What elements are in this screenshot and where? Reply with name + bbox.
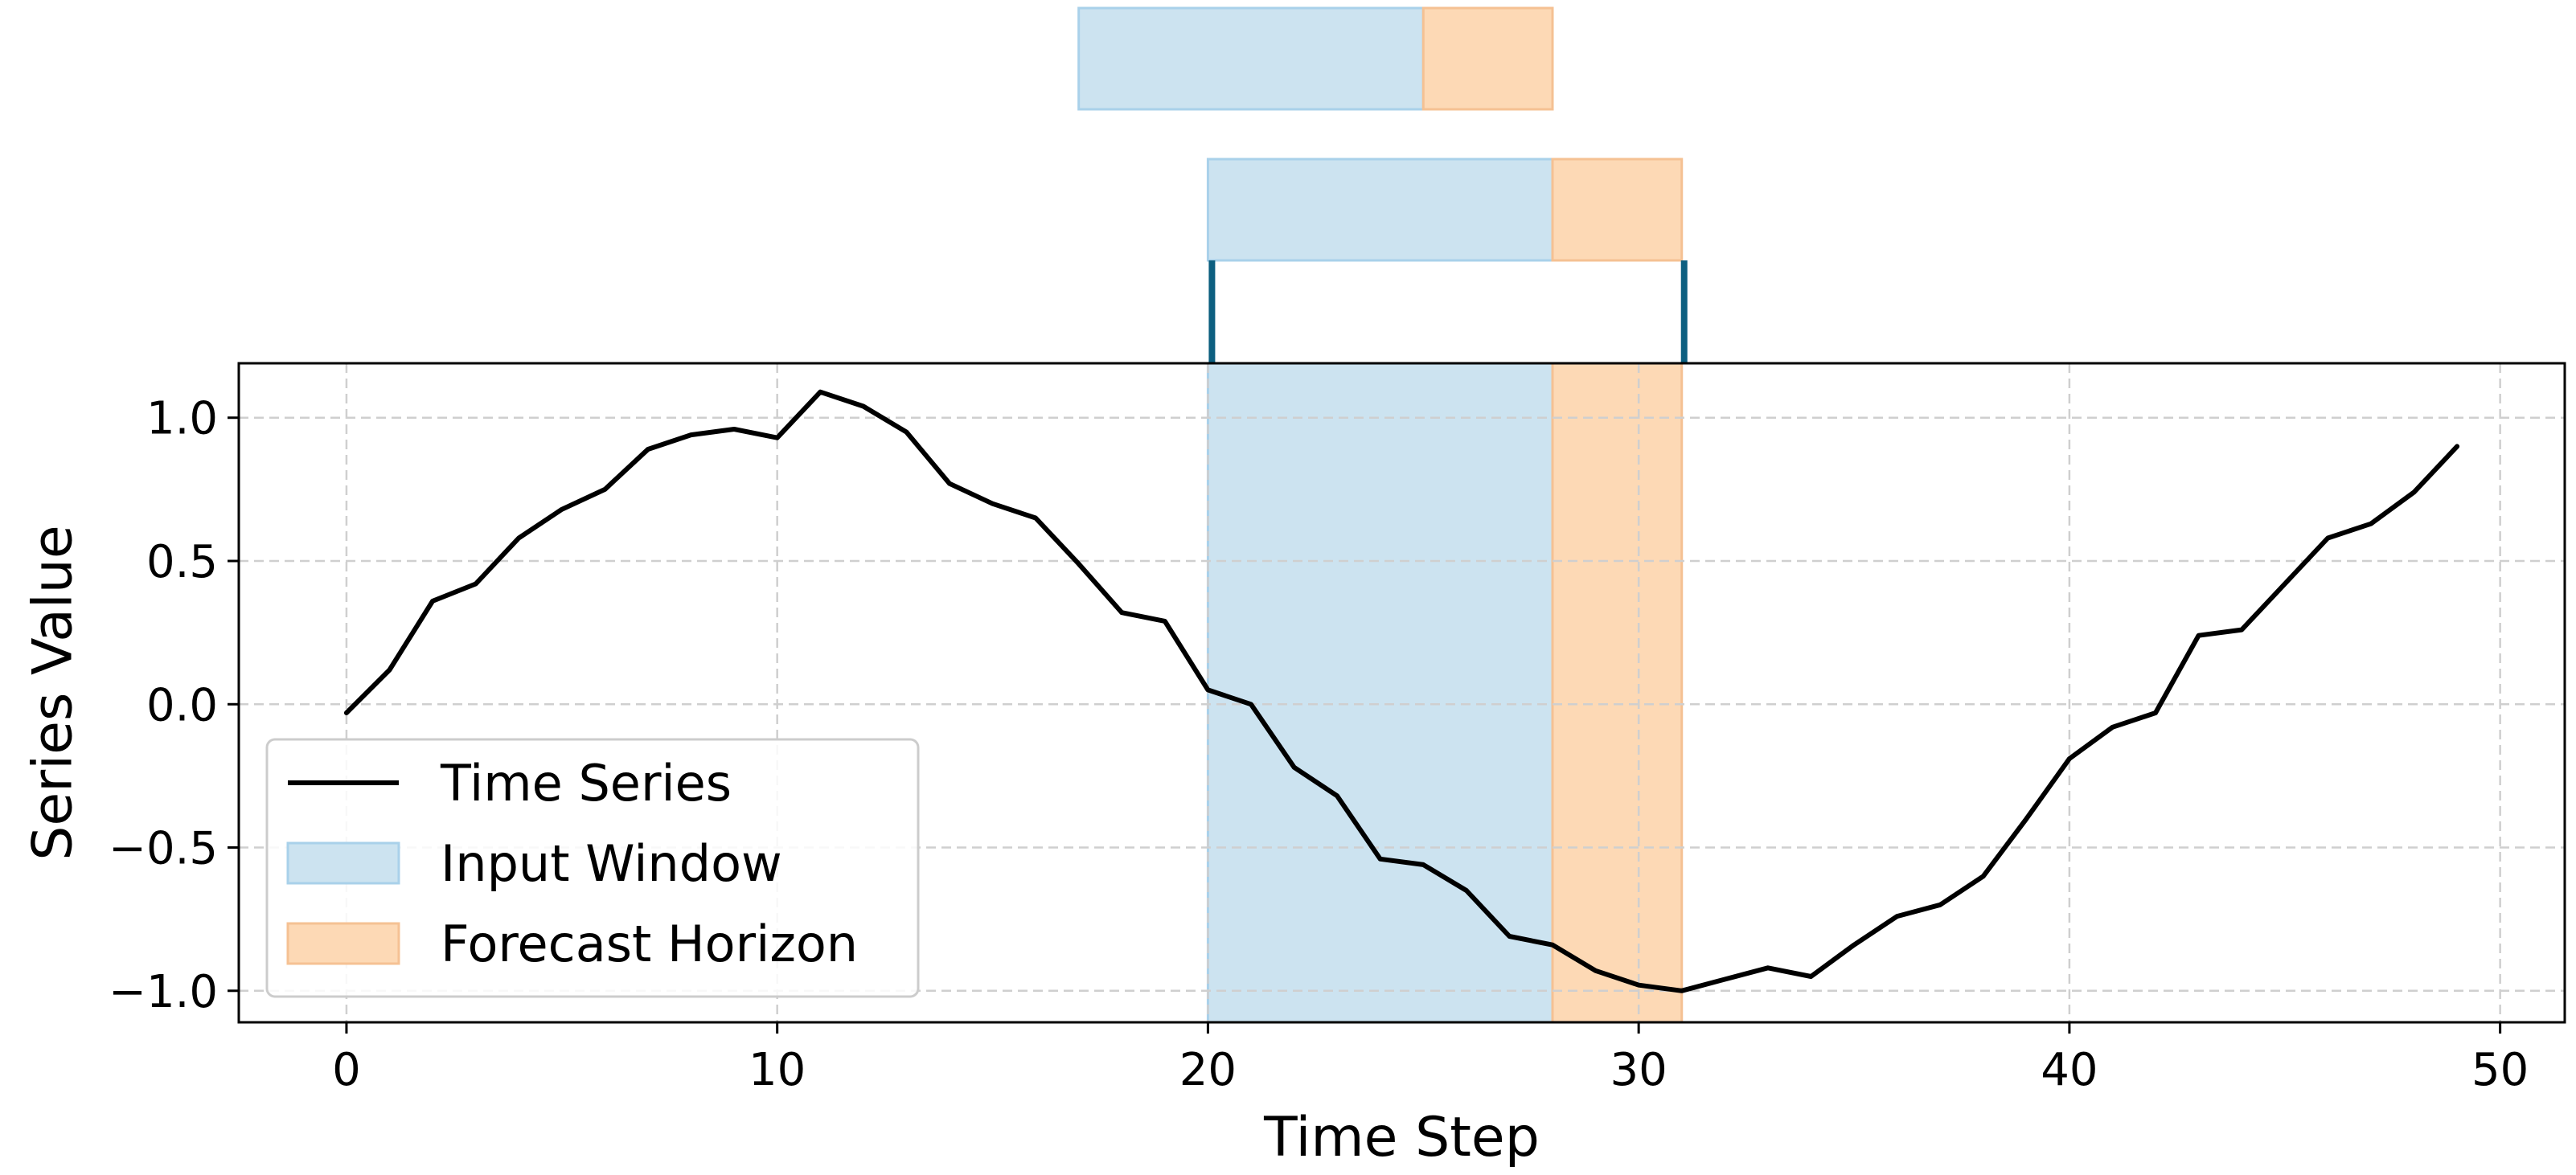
series-point xyxy=(1249,702,1253,706)
series-point xyxy=(1163,620,1167,623)
x-tick-label: 40 xyxy=(2041,1044,2098,1096)
series-point xyxy=(345,711,348,714)
y-axis: 1.0 0.5 0.0 −0.5 −1.0 xyxy=(109,393,239,1018)
series-point xyxy=(1551,944,1554,947)
x-tick-label: 30 xyxy=(1610,1044,1667,1096)
y-tick-label: 0.0 xyxy=(146,679,218,731)
series-point xyxy=(1465,889,1468,892)
series-layer xyxy=(343,389,2460,993)
series-point xyxy=(1206,688,1209,691)
y-tick-label: 1.0 xyxy=(146,393,218,445)
series-point xyxy=(2369,522,2373,526)
series-point xyxy=(1421,863,1425,866)
x-tick-label: 10 xyxy=(749,1044,806,1096)
legend-swatch-forecast-horizon xyxy=(286,922,400,965)
series-point xyxy=(2412,490,2415,493)
series-point xyxy=(1293,766,1296,769)
series-point xyxy=(2068,757,2071,760)
window-2-input xyxy=(1206,158,1554,262)
window-2-forecast xyxy=(1551,158,1684,262)
series-point xyxy=(948,482,951,485)
sliding-windows xyxy=(1077,6,1684,262)
series-point xyxy=(1379,858,1382,861)
series-point xyxy=(560,508,564,511)
series-point xyxy=(991,502,995,506)
y-tick-label: −0.5 xyxy=(109,823,218,875)
series-point xyxy=(1982,874,1985,878)
series-point xyxy=(1637,984,1640,987)
x-axis: 0 10 20 30 40 50 xyxy=(332,1022,2529,1096)
series-point xyxy=(603,488,606,491)
series-point xyxy=(862,404,865,407)
y-tick-label: 0.5 xyxy=(146,536,218,588)
series-point xyxy=(1809,975,1812,978)
x-tick-label: 0 xyxy=(332,1044,361,1096)
window-1-forecast xyxy=(1421,6,1554,111)
series-point xyxy=(1680,989,1684,993)
series-point xyxy=(2240,628,2243,632)
series-point xyxy=(1723,978,1726,981)
legend-label-input-window: Input Window xyxy=(441,834,782,893)
legend-label-forecast-horizon: Forecast Horizon xyxy=(441,915,858,973)
legend-box xyxy=(265,738,920,998)
series-point xyxy=(690,433,693,436)
plot-area: 0 10 20 30 40 50 1.0 0.5 0.0 −0.5 −1.0 xyxy=(109,362,2566,1096)
series-point xyxy=(1120,611,1123,614)
series-point xyxy=(2455,444,2459,448)
series-point xyxy=(904,431,908,434)
x-tick-label: 20 xyxy=(1179,1044,1237,1096)
x-tick-label: 50 xyxy=(2471,1044,2529,1096)
series-point xyxy=(2283,583,2287,586)
series-point xyxy=(2154,711,2157,714)
series-point xyxy=(732,428,736,431)
series-line-time-series xyxy=(343,389,2460,993)
series-point xyxy=(2110,726,2114,729)
series-point xyxy=(1594,969,1598,972)
series-point xyxy=(646,448,650,451)
series-point xyxy=(2197,634,2201,637)
series-point xyxy=(2326,536,2329,539)
grid xyxy=(239,363,2565,1022)
series-point xyxy=(1766,966,1770,969)
series-point xyxy=(1077,563,1081,566)
series-point xyxy=(776,436,779,440)
legend-label-time-series: Time Series xyxy=(440,754,732,813)
window-bracket xyxy=(1208,260,1688,365)
series-point xyxy=(818,391,822,394)
series-point xyxy=(2024,817,2028,821)
series-point xyxy=(1507,935,1511,938)
series-point xyxy=(431,600,434,603)
series-point xyxy=(1034,517,1037,520)
axes-frame xyxy=(237,362,2566,1024)
series-point xyxy=(517,536,520,539)
legend: Time Series Input Window Forecast Horizo… xyxy=(265,738,920,998)
legend-swatch-input-window xyxy=(286,841,400,885)
y-axis-label: Series Value xyxy=(22,525,85,860)
region-forecast-horizon xyxy=(1551,362,1684,1024)
x-axis-label: Time Step xyxy=(1263,1106,1540,1169)
highlight-regions xyxy=(1206,362,1684,1024)
series-point xyxy=(388,668,392,671)
series-point xyxy=(1896,915,1899,918)
series-point xyxy=(1852,944,1856,947)
window-1-input xyxy=(1077,6,1425,111)
series-point xyxy=(474,583,478,586)
series-point xyxy=(1335,794,1339,797)
series-point xyxy=(1938,903,1942,907)
y-tick-label: −1.0 xyxy=(109,966,218,1018)
region-input-window xyxy=(1206,362,1554,1024)
